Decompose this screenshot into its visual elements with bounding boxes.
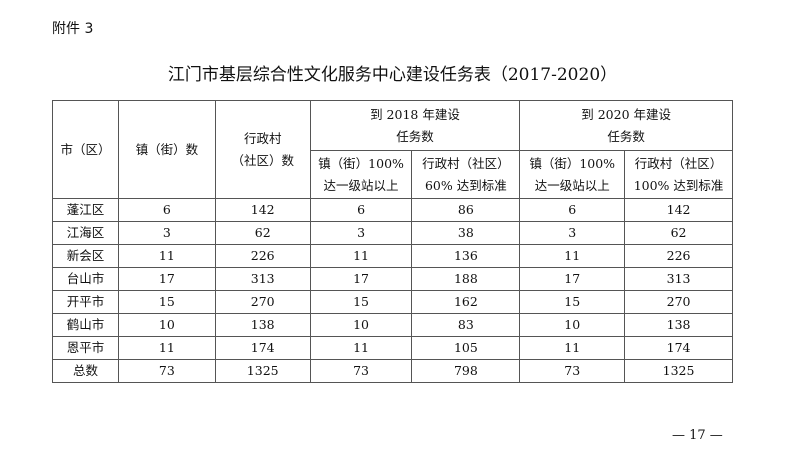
header-cell: 到 2018 年建设 任务数 (309, 100, 521, 151)
data-cell: 138 (624, 313, 733, 337)
data-cell: 6 (309, 198, 413, 222)
data-cell: 总数 (52, 359, 119, 383)
data-cell: 73 (117, 359, 216, 383)
data-cell: 蓬江区 (52, 198, 119, 222)
header-cell: 行政村（社区） 100% 达到标准 (624, 150, 733, 199)
data-cell: 开平市 (52, 290, 119, 314)
data-cell: 62 (214, 221, 311, 245)
header-row: 市（区） 镇（街）数 行政村 （社区）数到 2018 年建设 任务数到 2020 年建设… (52, 100, 733, 199)
data-cell: 73 (309, 359, 413, 383)
data-cell: 313 (624, 267, 733, 291)
task-table: 市（区） 镇（街）数 行政村 （社区）数到 2018 年建设 任务数到 2020 年建设… (52, 100, 733, 383)
header-cell: 行政村 （社区）数 (214, 100, 311, 199)
data-row: 鹤山市 10 138 10 83 10 138 (52, 313, 733, 337)
data-cell: 台山市 (52, 267, 119, 291)
data-cell: 17 (519, 267, 626, 291)
data-row: 台山市 17 313 17 188 17 313 (52, 267, 733, 291)
data-cell: 江海区 (52, 221, 119, 245)
data-cell: 17 (117, 267, 216, 291)
data-cell: 270 (214, 290, 311, 314)
data-row: 江海区 3 62 3 38 3 62 (52, 221, 733, 245)
data-cell: 1325 (214, 359, 311, 383)
data-cell: 10 (117, 313, 216, 337)
data-cell: 鹤山市 (52, 313, 119, 337)
data-cell: 83 (411, 313, 521, 337)
header-cell: 镇（街）100% 达一级站以上 (309, 150, 413, 199)
data-cell: 798 (411, 359, 521, 383)
header-line: 镇（街）100% (318, 155, 404, 171)
data-cell: 新会区 (52, 244, 119, 268)
page-number: — 17 — (672, 428, 723, 443)
data-cell: 11 (519, 244, 626, 268)
data-cell: 10 (309, 313, 413, 337)
data-cell: 105 (411, 336, 521, 360)
data-row: 蓬江区 6 142 6 86 6 142 (52, 198, 733, 222)
data-row: 恩平市 11 174 11 105 11 174 (52, 336, 733, 360)
header-line: 100% 达到标准 (633, 177, 724, 193)
data-cell: 11 (117, 244, 216, 268)
data-cell: 11 (519, 336, 626, 360)
data-cell: 6 (519, 198, 626, 222)
header-row: 镇（街）100% 达一级站以上 行政村（社区） 60% 达到标准 镇（街）100% 达一级… (53, 150, 733, 199)
data-cell: 3 (117, 221, 216, 245)
data-cell: 恩平市 (52, 336, 119, 360)
attachment-label: 附件 3 (52, 21, 94, 37)
header-cell: 行政村（社区） 60% 达到标准 (411, 150, 521, 199)
data-cell: 226 (214, 244, 311, 268)
header-line: 60% 达到标准 (424, 177, 507, 193)
data-cell: 3 (309, 221, 413, 245)
data-cell: 62 (624, 221, 733, 245)
header-line: 达一级站以上 (323, 177, 399, 193)
header-cell: 到 2020 年建设 任务数 (519, 100, 733, 151)
data-row: 新会区 11 226 11 136 11 226 (52, 244, 733, 268)
data-cell: 174 (214, 336, 311, 360)
header-line: 任务数 (607, 128, 645, 144)
data-cell: 17 (309, 267, 413, 291)
title: 江门市基层综合性文化服务中心建设任务表（2017-2020） (167, 65, 618, 85)
data-cell: 188 (411, 267, 521, 291)
data-cell: 38 (411, 221, 521, 245)
data-cell: 174 (624, 336, 733, 360)
data-cell: 142 (624, 198, 733, 222)
header-line: 镇（街）100% (529, 155, 616, 171)
data-cell: 6 (117, 198, 216, 222)
data-cell: 136 (411, 244, 521, 268)
data-cell: 10 (519, 313, 626, 337)
header-line: 镇（街）数 (135, 141, 199, 157)
header-line: 到 2020 年建设 (581, 106, 672, 122)
data-row: 总数 73 1325 73 798 73 1325 (52, 359, 733, 383)
header-line: 任务数 (396, 128, 434, 144)
data-cell: 11 (117, 336, 216, 360)
data-cell: 138 (214, 313, 311, 337)
data-cell: 313 (214, 267, 311, 291)
data-cell: 270 (624, 290, 733, 314)
data-cell: 226 (624, 244, 733, 268)
data-cell: 162 (411, 290, 521, 314)
data-cell: 11 (309, 244, 413, 268)
header-line: 行政村（社区） (422, 155, 510, 171)
data-row: 开平市 15 270 15 162 15 270 (52, 290, 733, 314)
data-cell: 1325 (624, 359, 733, 383)
header-cell: 市（区） (52, 100, 119, 199)
data-cell: 86 (411, 198, 521, 222)
data-cell: 11 (309, 336, 413, 360)
header-line: 达一级站以上 (534, 177, 610, 193)
header-line: 行政村（社区） (634, 155, 723, 171)
data-cell: 73 (519, 359, 626, 383)
header-cell: 镇（街）100% 达一级站以上 (519, 150, 626, 199)
data-cell: 15 (117, 290, 216, 314)
header-line: 到 2018 年建设 (370, 106, 460, 122)
data-cell: 3 (519, 221, 626, 245)
data-cell: 142 (214, 198, 311, 222)
header-line: 行政村 (243, 130, 282, 146)
data-cell: 15 (309, 290, 413, 314)
header-line: 市（区） (60, 141, 111, 157)
header-cell: 镇（街）数 (117, 100, 216, 199)
header-line: （社区）数 (231, 152, 294, 168)
data-cell: 15 (519, 290, 626, 314)
